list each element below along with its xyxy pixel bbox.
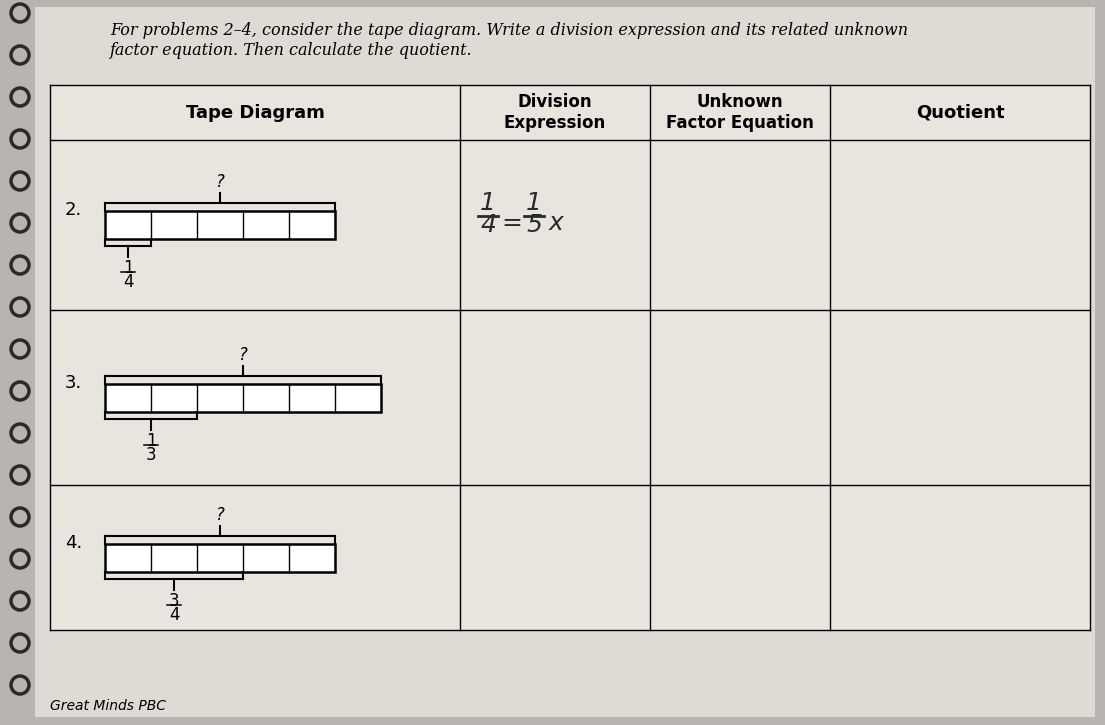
Text: Division
Expression: Division Expression [504,93,607,132]
Text: For problems 2–4, consider the tape diagram. Write a division expression and its: For problems 2–4, consider the tape diag… [110,22,908,59]
Text: Great Minds PBC: Great Minds PBC [50,699,166,713]
Circle shape [14,385,27,397]
Text: =: = [502,211,523,235]
Bar [50,85,1090,630]
Text: Unknown
Factor Equation: Unknown Factor Equation [666,93,814,132]
Text: ?: ? [215,173,224,191]
Circle shape [14,637,27,649]
Circle shape [14,469,27,481]
Text: 4: 4 [123,273,134,291]
Text: 3: 3 [169,592,179,610]
Circle shape [14,7,27,19]
Bar [105,544,335,571]
Text: 3.: 3. [65,373,82,392]
Text: 2.: 2. [65,201,82,219]
Bar [105,211,335,239]
Text: 4.: 4. [65,534,82,552]
Text: 4: 4 [169,605,179,624]
Circle shape [14,175,27,187]
Circle shape [14,343,27,355]
Circle shape [14,259,27,271]
Circle shape [14,553,27,565]
Text: 1: 1 [526,191,541,215]
Text: x: x [548,211,564,235]
Circle shape [14,427,27,439]
Text: 4: 4 [480,213,496,237]
Circle shape [14,301,27,313]
Circle shape [14,91,27,103]
Text: ?: ? [239,346,248,363]
Circle shape [14,511,27,523]
Text: Quotient: Quotient [916,104,1004,122]
Circle shape [14,217,27,229]
Text: 1: 1 [123,259,134,277]
Bar [105,384,381,412]
Circle shape [14,679,27,691]
Text: Tape Diagram: Tape Diagram [186,104,325,122]
Text: 5: 5 [526,213,541,237]
Text: 1: 1 [480,191,496,215]
Circle shape [14,49,27,61]
Text: 3: 3 [146,445,156,463]
Text: 1: 1 [146,431,156,450]
Text: ?: ? [215,505,224,523]
Circle shape [14,595,27,607]
Circle shape [14,133,27,145]
